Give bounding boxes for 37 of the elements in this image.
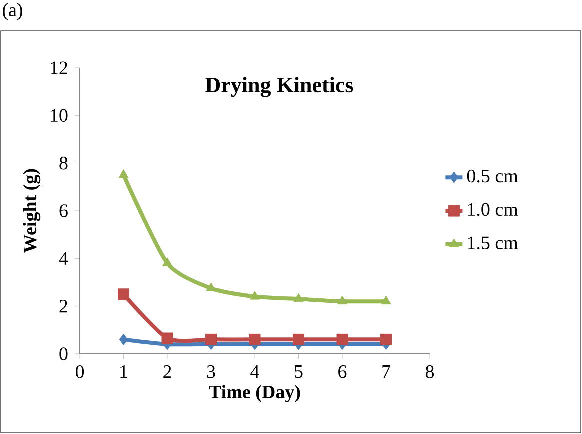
- y-tick-label: 8: [60, 156, 68, 170]
- point: [162, 258, 173, 266]
- point: [118, 169, 129, 178]
- legend-label: 1.0 cm: [468, 203, 518, 216]
- y-tick-label: 2: [60, 300, 68, 313]
- point: [337, 296, 348, 305]
- point: [206, 334, 218, 346]
- y-tick-label: 6: [60, 204, 68, 218]
- y-tick-label: 10: [51, 109, 68, 122]
- point: [336, 334, 348, 346]
- point: [118, 288, 130, 300]
- point: [162, 332, 174, 344]
- point: [250, 291, 260, 300]
- x-tick-label: 1: [120, 366, 128, 378]
- y-tick-label: 12: [51, 62, 68, 74]
- point: [381, 296, 392, 305]
- point: [294, 293, 304, 302]
- x-tick-label: 2: [164, 366, 172, 378]
- legend-label: 0.5 cm: [467, 170, 518, 183]
- y-tick-label: 0: [60, 348, 68, 360]
- x-tick-label: 3: [207, 366, 216, 378]
- point: [249, 334, 261, 346]
- text: (a): [3, 3, 22, 20]
- point: [380, 334, 392, 346]
- legend-label: 1.5 cm: [468, 236, 518, 250]
- x-tick-label: 4: [250, 366, 260, 378]
- x-tick-label: 8: [426, 366, 434, 378]
- point: [293, 334, 305, 346]
- x-tick-label: 7: [382, 366, 390, 378]
- x-tick-label: 6: [338, 366, 347, 378]
- y-tick-label: 4: [59, 252, 68, 265]
- x-tick-label: 5: [295, 366, 303, 378]
- chart-title: Drying Kinetics: [206, 77, 354, 98]
- x-tick-label: 0: [76, 366, 84, 378]
- point: [119, 334, 128, 346]
- x-axis-title: Time (Day): [209, 385, 300, 402]
- y-axis-title: Weight (g): [23, 169, 41, 254]
